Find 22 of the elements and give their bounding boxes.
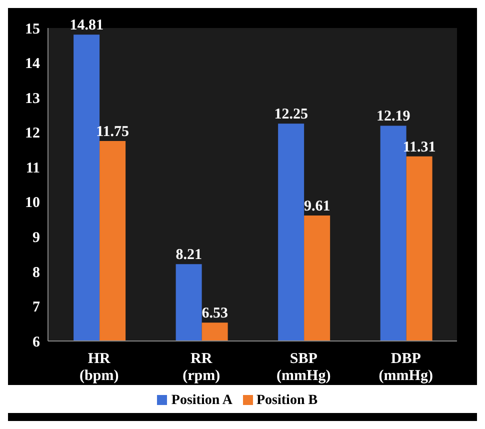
data-label: 9.61 (304, 198, 330, 214)
y-tick-label: 8 (32, 264, 40, 281)
legend-label: Position B (256, 393, 318, 408)
y-tick-label: 15 (25, 21, 40, 38)
x-tick-label: RR (rpm) (182, 351, 220, 384)
y-tick-label: 14 (25, 56, 40, 72)
x-tick-label: HR (bpm) (80, 351, 119, 384)
x-tick-label: DBP (mmHg) (378, 351, 433, 384)
y-tick-label: 11 (26, 160, 40, 176)
data-label: 8.21 (176, 247, 202, 264)
y-tick-label: 7 (32, 300, 40, 316)
y-tick-label: 10 (25, 195, 40, 212)
data-label: 14.81 (70, 18, 104, 34)
y-tick-label: 13 (25, 90, 40, 107)
legend-label: Position A (171, 393, 232, 408)
y-tick-label: 9 (32, 230, 40, 246)
x-tick-label: SBP (mmHg) (276, 351, 331, 384)
y-tick-label: 6 (32, 334, 40, 350)
data-label: 12.19 (376, 108, 410, 125)
y-tick-label: 12 (25, 126, 40, 142)
data-label: 12.25 (274, 106, 308, 123)
data-label: 6.53 (202, 306, 228, 322)
